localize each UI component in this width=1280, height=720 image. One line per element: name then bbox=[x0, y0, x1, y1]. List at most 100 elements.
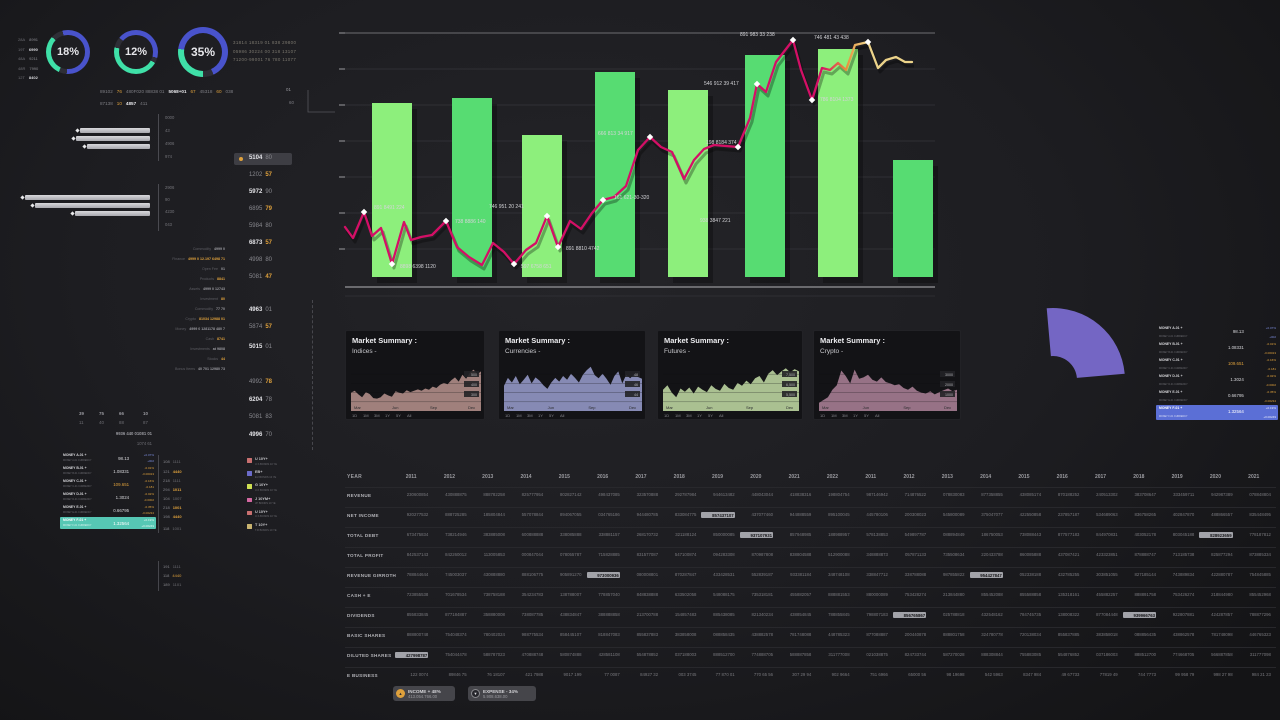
card-y-chip bbox=[940, 381, 955, 387]
table-cell: 547100874 bbox=[674, 552, 697, 557]
money-list-row[interactable]: MONEY A-01 + MONEY A-01 CURRENCY 98.13 +0.0… bbox=[60, 452, 156, 464]
card-range-button[interactable]: 5Y bbox=[396, 413, 401, 418]
card-range-button[interactable]: 1D bbox=[664, 413, 670, 418]
table-cell: 873885334 bbox=[1249, 552, 1271, 557]
chart-bar[interactable] bbox=[595, 72, 635, 277]
data-point-label: 546 912 39 417 bbox=[704, 81, 739, 87]
line-marker-diamond[interactable] bbox=[554, 243, 562, 251]
card-range-button[interactable]: 1Y bbox=[538, 413, 543, 418]
money-list-row[interactable]: MONEY E-01 + MONEY E-01 CURRENCY 0.66795 -0… bbox=[60, 504, 156, 516]
card-range-button[interactable]: 1M bbox=[675, 413, 681, 418]
card-range-button[interactable]: 3M bbox=[374, 413, 380, 418]
chart-bar[interactable] bbox=[452, 98, 492, 277]
card-range-button[interactable]: All bbox=[875, 413, 880, 418]
table-cell: 860085888 bbox=[1019, 552, 1042, 557]
ring-stat-row: 28A 8991 bbox=[18, 37, 38, 42]
table-cell: 825777954 bbox=[521, 492, 544, 497]
card-subtitle-dropdown[interactable]: Futures - bbox=[664, 348, 691, 355]
line-marker-diamond[interactable] bbox=[388, 260, 396, 268]
card-range-button[interactable]: 1Y bbox=[697, 413, 702, 418]
chart-bar[interactable] bbox=[745, 55, 785, 277]
money-list-row[interactable]: MONEY C-01 + MONEY C-01 CURRENCY 109.651 -0… bbox=[1156, 357, 1278, 372]
money-list-row[interactable]: MONEY D-01 + MONEY D-01 CURRENCY 1.3024 -0.… bbox=[60, 491, 156, 503]
data-point-label: 666 813 34 917 bbox=[598, 131, 633, 137]
chart-bar[interactable] bbox=[818, 49, 858, 277]
card-x-label: Sep bbox=[588, 405, 596, 410]
card-range-button[interactable]: 3M bbox=[842, 413, 848, 418]
card-range-button[interactable]: 3M bbox=[686, 413, 692, 418]
money-list-row[interactable]: MONEY D-01 + MONEY D-01 CURRENCY 1.3024 -0.… bbox=[1156, 373, 1278, 388]
money-list-row[interactable]: MONEY A-01 + MONEY A-01 CURRENCY 98.13 +0.0… bbox=[1156, 325, 1278, 340]
legend-label: T 10Y+ bbox=[255, 523, 268, 527]
money-list-row[interactable]: MONEY B-01 + MONEY B-01 CURRENCY 1.08331 -0… bbox=[60, 465, 156, 477]
stat-label: Commodity bbox=[192, 247, 211, 251]
card-range-button[interactable]: All bbox=[407, 413, 412, 418]
bottom-list-b: 4440 bbox=[172, 573, 182, 578]
line-marker-diamond[interactable] bbox=[543, 212, 551, 220]
ring-stat-label: 48A bbox=[18, 56, 26, 61]
card-range-button[interactable]: 1M bbox=[831, 413, 837, 418]
table-cell: 888881553 bbox=[828, 592, 850, 597]
line-marker-diamond[interactable] bbox=[360, 208, 368, 216]
chart-bar[interactable] bbox=[893, 160, 933, 277]
card-range-button[interactable]: 1D bbox=[352, 413, 358, 418]
money-list-row[interactable]: MONEY F-01 + MONEY F-01 CURRENCY 1.32564 +0… bbox=[60, 517, 156, 529]
line-marker-diamond[interactable] bbox=[864, 38, 872, 46]
card-range-button[interactable]: 5Y bbox=[864, 413, 869, 418]
table-cell: 534689063 bbox=[1096, 512, 1118, 517]
card-range-button[interactable]: 1M bbox=[516, 413, 522, 418]
table-cell: 77 0087 bbox=[604, 672, 620, 677]
metric-sub: 57 bbox=[265, 172, 272, 178]
money-list-row[interactable]: MONEY E-01 + MONEY E-01 CURRENCY 0.66795 -0… bbox=[1156, 389, 1278, 404]
value-chip[interactable] bbox=[234, 153, 292, 165]
card-subtitle-dropdown[interactable]: Indices - bbox=[352, 348, 377, 355]
card-range-button[interactable]: 3M bbox=[527, 413, 533, 418]
table-cell: 888891758 bbox=[1134, 592, 1156, 597]
ring-stat-label: 12T bbox=[18, 75, 25, 80]
line-marker-diamond[interactable] bbox=[646, 133, 654, 141]
card-subtitle-dropdown[interactable]: Crypto - bbox=[820, 348, 844, 355]
chart-bar[interactable] bbox=[668, 90, 708, 277]
table-cell: 021038875 bbox=[866, 652, 888, 657]
footer-badge[interactable]: ▲ INCOME + 48% 413.054.766.00 bbox=[393, 686, 455, 701]
card-range-button[interactable]: All bbox=[560, 413, 565, 418]
table-cell: 375047077 bbox=[981, 512, 1003, 517]
line-marker-diamond[interactable] bbox=[510, 260, 518, 268]
footer-badge[interactable]: ▼ EXPENSE - 34% 5.908.638.00 bbox=[468, 686, 536, 701]
card-x-label: Mar bbox=[822, 405, 830, 410]
line-marker-diamond[interactable] bbox=[789, 36, 797, 44]
card-range-button[interactable]: 1D bbox=[820, 413, 826, 418]
money-value: 1.3024 bbox=[1230, 377, 1244, 383]
chart-bar[interactable] bbox=[372, 103, 412, 277]
mid-list-row: 218 1111 bbox=[163, 478, 181, 483]
card-range-button[interactable]: 1Y bbox=[385, 413, 390, 418]
data-point-label: 746 481 43 438 bbox=[814, 35, 849, 41]
legend-swatch-icon bbox=[247, 471, 252, 476]
hbar-marker bbox=[82, 144, 87, 149]
line-marker-diamond[interactable] bbox=[599, 196, 607, 204]
card-range-button[interactable]: 1D bbox=[505, 413, 511, 418]
table-header-cell: 2021 bbox=[1248, 474, 1260, 480]
line-marker-diamond[interactable] bbox=[734, 143, 742, 151]
table-cell: 857948985 bbox=[789, 532, 812, 537]
card-range-button[interactable]: All bbox=[719, 413, 724, 418]
table-cell: 432548162 bbox=[981, 612, 1003, 617]
card-range-button[interactable]: 5Y bbox=[549, 413, 554, 418]
line-marker-diamond[interactable] bbox=[442, 217, 450, 225]
line-marker-diamond[interactable] bbox=[753, 80, 761, 88]
table-cell: 135318161 bbox=[1057, 592, 1080, 597]
table-header-cell: 2021 bbox=[788, 474, 800, 480]
money-list-row[interactable]: MONEY C-01 + MONEY C-01 CURRENCY 109.651 -0… bbox=[60, 478, 156, 490]
card-range-button[interactable]: 1M bbox=[363, 413, 369, 418]
stat-label: Commodity bbox=[194, 307, 213, 311]
card-range-button[interactable]: 5Y bbox=[708, 413, 713, 418]
card-range-button[interactable]: 1Y bbox=[853, 413, 858, 418]
line-marker-diamond[interactable] bbox=[808, 96, 816, 104]
table-cell: 311777098 bbox=[1249, 652, 1271, 657]
table-cell: 803045188 bbox=[1172, 532, 1195, 537]
chart-bar[interactable] bbox=[522, 135, 562, 277]
card-subtitle-dropdown[interactable]: Currencies - bbox=[505, 348, 541, 355]
money-list-row[interactable]: MONEY F-01 + MONEY F-01 CURRENCY 1.32564 +0… bbox=[1156, 405, 1278, 420]
pie-arc-segment[interactable] bbox=[1046, 308, 1125, 378]
money-list-row[interactable]: MONEY B-01 + MONEY B-01 CURRENCY 1.08331 -0… bbox=[1156, 341, 1278, 356]
